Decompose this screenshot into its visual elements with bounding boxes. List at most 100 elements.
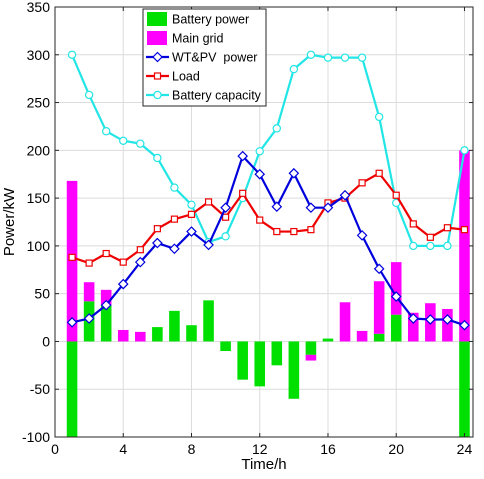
point-battery-capacity-2 bbox=[84, 90, 94, 100]
bar-main-grid-1 bbox=[66, 180, 78, 342]
bar-main-grid-5 bbox=[135, 331, 146, 342]
bar-battery-power-16 bbox=[322, 338, 334, 342]
point-load-3 bbox=[102, 249, 110, 258]
point-battery-capacity-23 bbox=[443, 241, 452, 251]
bar-battery-power-15 bbox=[305, 341, 317, 355]
point-wt-pv-power-11 bbox=[237, 150, 249, 162]
bar-battery-power-19 bbox=[373, 333, 385, 342]
legend-label-battery-capacity: Battery capacity bbox=[172, 89, 262, 103]
point-battery-capacity-3 bbox=[101, 127, 111, 136]
line-wt-pv-power bbox=[71, 154, 465, 327]
point-wt-pv-power-10 bbox=[220, 202, 231, 214]
bar-main-grid-20 bbox=[390, 262, 402, 315]
legend-swatch-battery-power bbox=[147, 12, 167, 26]
point-battery-capacity-17 bbox=[340, 53, 350, 62]
point-load-4 bbox=[119, 258, 127, 266]
bar-battery-power-6 bbox=[152, 327, 163, 342]
legend: Battery power Main grid WT&PV power Load Bat… bbox=[142, 8, 267, 107]
bar-main-grid-15 bbox=[305, 354, 317, 361]
point-load-7 bbox=[170, 215, 179, 223]
axes-frame bbox=[54, 6, 474, 438]
bar-battery-power-12 bbox=[254, 341, 266, 387]
point-wt-pv-power-13 bbox=[271, 201, 283, 213]
x-tick-label: 12 bbox=[252, 441, 268, 457]
point-wt-pv-power-20 bbox=[390, 291, 402, 302]
point-load-5 bbox=[136, 246, 144, 254]
bar-battery-power-8 bbox=[186, 325, 197, 342]
point-battery-capacity-19 bbox=[374, 112, 384, 122]
bar-main-grid-19 bbox=[373, 281, 385, 334]
bar-battery-power-11 bbox=[237, 341, 248, 380]
point-wt-pv-power-5 bbox=[134, 256, 146, 268]
point-load-10 bbox=[222, 213, 230, 221]
y-tick-label: 50 bbox=[34, 286, 50, 302]
y-tick-label: 250 bbox=[27, 95, 51, 111]
point-wt-pv-power-1 bbox=[66, 316, 78, 328]
x-tick-label: 20 bbox=[388, 441, 404, 457]
point-load-6 bbox=[153, 225, 161, 233]
point-wt-pv-power-17 bbox=[339, 189, 351, 201]
bar-battery-power-24 bbox=[459, 341, 470, 437]
legend-label-battery-power: Battery power bbox=[172, 13, 249, 27]
point-battery-capacity-10 bbox=[221, 232, 230, 241]
y-tick-label: 350 bbox=[27, 0, 51, 15]
point-load-21 bbox=[409, 220, 417, 228]
bars bbox=[66, 150, 470, 437]
y-tick-label: 0 bbox=[42, 333, 50, 349]
point-battery-capacity-13 bbox=[272, 124, 281, 133]
bar-battery-power-20 bbox=[390, 314, 402, 342]
point-wt-pv-power-23 bbox=[442, 314, 453, 325]
point-load-23 bbox=[443, 224, 452, 232]
lines bbox=[66, 50, 470, 331]
point-load-2 bbox=[85, 259, 93, 267]
point-battery-capacity-8 bbox=[187, 200, 196, 209]
y-tick-label: 300 bbox=[27, 47, 51, 63]
point-wt-pv-power-15 bbox=[305, 202, 317, 214]
ticks: -100 -50 0 50 100 150 200 250 300 350 0 4 8 12 16 20 24 bbox=[22, 0, 473, 457]
point-wt-pv-power-22 bbox=[424, 314, 436, 325]
point-load-22 bbox=[426, 233, 434, 241]
point-battery-capacity-24 bbox=[460, 146, 469, 155]
legend-swatch-main-grid bbox=[147, 31, 167, 45]
point-wt-pv-power-18 bbox=[356, 230, 368, 241]
legend-marker-wt-pv-power bbox=[152, 51, 163, 63]
bar-battery-power-10 bbox=[220, 341, 231, 351]
bar-battery-power-9 bbox=[203, 300, 214, 342]
x-tick-label: 8 bbox=[188, 441, 196, 457]
point-wt-pv-power-3 bbox=[100, 299, 112, 311]
point-load-19 bbox=[375, 169, 383, 177]
legend-label-load: Load bbox=[172, 70, 200, 84]
point-battery-capacity-7 bbox=[170, 183, 179, 192]
point-wt-pv-power-12 bbox=[254, 168, 266, 180]
y-axis-label: Power/kW bbox=[1, 187, 18, 256]
point-load-12 bbox=[256, 216, 264, 224]
point-battery-capacity-21 bbox=[409, 241, 418, 251]
bar-main-grid-18 bbox=[356, 330, 368, 342]
point-wt-pv-power-6 bbox=[152, 237, 163, 249]
y-tick-label: -50 bbox=[30, 381, 50, 397]
bar-main-grid-4 bbox=[117, 329, 129, 342]
point-load-18 bbox=[358, 179, 366, 187]
point-wt-pv-power-7 bbox=[169, 243, 180, 255]
point-battery-capacity-15 bbox=[306, 50, 316, 59]
x-axis-label: Time/h bbox=[241, 456, 286, 473]
point-wt-pv-power-9 bbox=[203, 239, 214, 251]
point-load-13 bbox=[273, 227, 281, 236]
point-battery-capacity-5 bbox=[136, 139, 145, 148]
bar-battery-power-7 bbox=[169, 310, 180, 342]
point-load-11 bbox=[239, 189, 247, 197]
bar-main-grid-21 bbox=[407, 312, 419, 342]
legend-label-main-grid: Main grid bbox=[172, 32, 223, 46]
point-battery-capacity-22 bbox=[426, 241, 435, 251]
point-wt-pv-power-14 bbox=[288, 167, 300, 179]
bar-main-grid-17 bbox=[339, 302, 351, 342]
y-tick-label: 150 bbox=[27, 190, 51, 206]
point-wt-pv-power-21 bbox=[407, 313, 419, 324]
point-load-14 bbox=[290, 227, 298, 236]
point-wt-pv-power-19 bbox=[373, 263, 385, 275]
y-tick-label: -100 bbox=[22, 429, 50, 445]
point-wt-pv-power-24 bbox=[459, 319, 470, 331]
point-battery-capacity-16 bbox=[323, 53, 333, 62]
